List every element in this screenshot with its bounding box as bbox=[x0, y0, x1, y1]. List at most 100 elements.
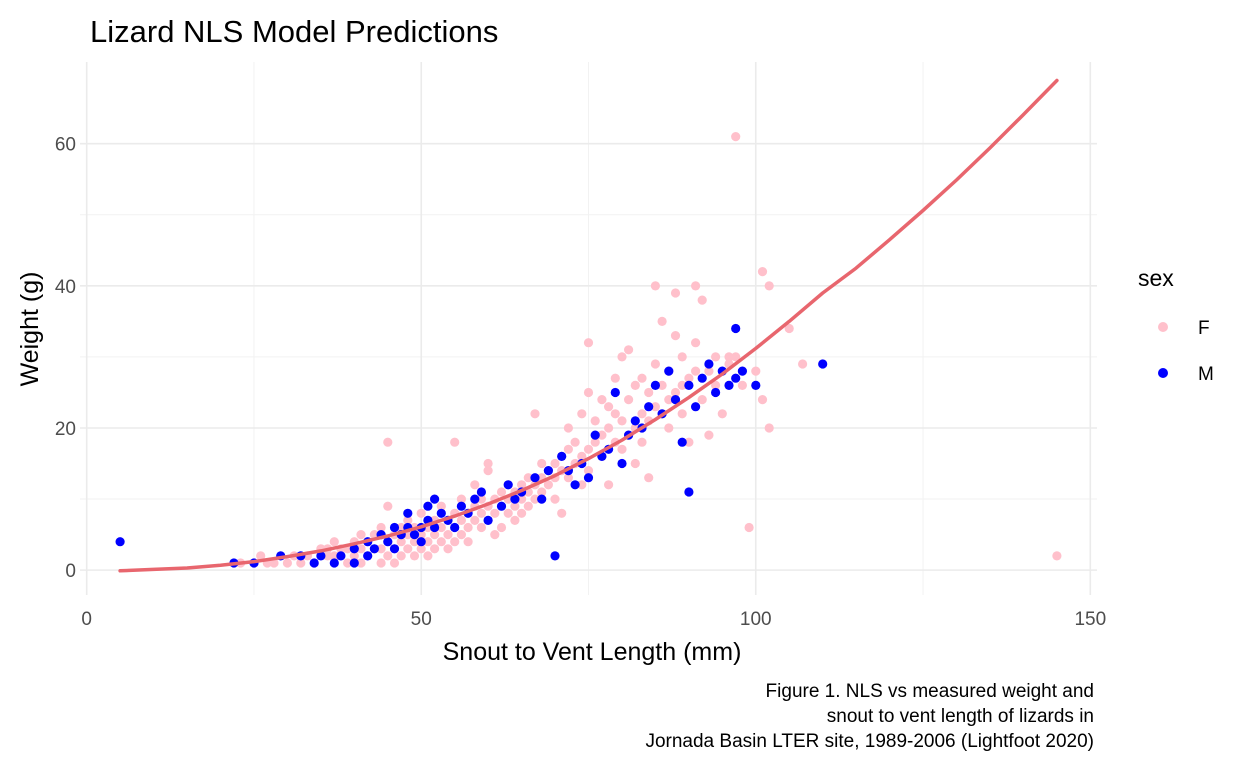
data-point-f bbox=[717, 409, 727, 419]
data-point-f bbox=[751, 366, 761, 376]
data-point-f bbox=[617, 352, 627, 362]
data-point-m bbox=[630, 416, 640, 426]
data-point-f bbox=[456, 530, 466, 540]
data-point-m bbox=[115, 537, 125, 547]
data-point-m bbox=[503, 480, 513, 490]
data-point-f bbox=[376, 544, 386, 554]
data-point-f bbox=[409, 551, 420, 561]
data-point-m bbox=[543, 466, 554, 476]
data-point-f bbox=[383, 501, 393, 511]
legend-title: sex bbox=[1138, 265, 1174, 291]
model-prediction-line bbox=[118, 78, 1059, 573]
data-point-f bbox=[624, 395, 634, 405]
data-point-f bbox=[583, 338, 594, 348]
data-point-m bbox=[697, 373, 707, 383]
data-point-f bbox=[630, 458, 640, 469]
data-point-f bbox=[711, 380, 721, 390]
data-point-m bbox=[403, 508, 413, 518]
data-point-f bbox=[691, 281, 701, 291]
data-point-m bbox=[670, 395, 681, 405]
x-axis-title: Snout to Vent Length (mm) bbox=[443, 638, 742, 666]
data-point-m bbox=[731, 373, 741, 383]
data-point-m bbox=[617, 458, 627, 469]
data-point-f bbox=[597, 395, 607, 405]
legend-key-m bbox=[1158, 368, 1168, 378]
data-point-f bbox=[343, 558, 353, 568]
data-point-m bbox=[751, 380, 761, 390]
data-point-f bbox=[624, 345, 634, 355]
data-point-m bbox=[423, 501, 433, 511]
data-point-f bbox=[483, 458, 493, 469]
caption-line-2: snout to vent length of lizards in bbox=[827, 706, 1094, 727]
data-point-m bbox=[483, 515, 493, 526]
data-point-m bbox=[329, 558, 339, 568]
y-tick-label: 40 bbox=[55, 277, 76, 298]
data-point-f bbox=[376, 522, 386, 533]
data-point-f bbox=[684, 373, 694, 383]
nls-curve bbox=[118, 78, 1059, 573]
data-point-m bbox=[818, 359, 828, 369]
x-tick-label: 150 bbox=[1074, 609, 1106, 630]
data-point-f bbox=[389, 558, 400, 568]
data-point-f bbox=[597, 430, 607, 440]
data-point-m bbox=[476, 487, 486, 497]
data-point-f bbox=[463, 537, 473, 547]
data-point-f bbox=[416, 530, 426, 540]
data-point-m bbox=[430, 522, 440, 533]
y-tick-label: 60 bbox=[55, 135, 76, 156]
caption-line-1: Figure 1. NLS vs measured weight and bbox=[766, 681, 1094, 702]
data-point-f bbox=[590, 416, 600, 426]
data-point-f bbox=[677, 380, 687, 390]
data-point-f bbox=[570, 437, 580, 447]
legend-label-f: F bbox=[1198, 318, 1210, 339]
caption-line-3: Jornada Basin LTER site, 1989-2006 (Ligh… bbox=[645, 731, 1094, 752]
data-point-f bbox=[490, 530, 500, 540]
data-point-m bbox=[450, 522, 460, 533]
data-point-f bbox=[470, 515, 480, 526]
data-point-f bbox=[577, 451, 587, 461]
data-point-m bbox=[557, 451, 567, 461]
data-point-f bbox=[256, 551, 266, 561]
data-point-f bbox=[530, 409, 540, 419]
data-point-f bbox=[496, 522, 507, 533]
data-point-f bbox=[657, 316, 667, 326]
data-point-f bbox=[650, 281, 661, 291]
data-point-f bbox=[798, 359, 808, 369]
data-point-f bbox=[423, 537, 433, 547]
data-point-f bbox=[650, 402, 661, 412]
data-point-f bbox=[476, 508, 486, 518]
data-point-f bbox=[610, 373, 620, 383]
data-point-f bbox=[731, 352, 741, 362]
data-point-f bbox=[757, 395, 768, 405]
data-point-f bbox=[731, 132, 741, 142]
figure-caption: Figure 1. NLS vs measured weight and sno… bbox=[645, 681, 1094, 752]
data-point-f bbox=[530, 494, 540, 504]
data-point-f bbox=[697, 395, 707, 405]
scatter-points bbox=[115, 132, 1062, 568]
data-point-f bbox=[630, 380, 640, 390]
data-point-f bbox=[664, 395, 674, 405]
data-point-m bbox=[590, 430, 600, 440]
data-point-m bbox=[530, 473, 540, 483]
data-point-f bbox=[456, 494, 466, 504]
data-point-m bbox=[684, 380, 694, 390]
data-point-m bbox=[409, 530, 420, 540]
data-point-f bbox=[604, 402, 614, 412]
data-point-f bbox=[436, 522, 446, 533]
data-point-m bbox=[309, 558, 319, 568]
data-point-f bbox=[430, 530, 440, 540]
data-point-f bbox=[403, 515, 413, 526]
data-point-m bbox=[389, 544, 400, 554]
data-point-f bbox=[784, 323, 794, 334]
data-point-m bbox=[704, 359, 714, 369]
data-point-f bbox=[557, 508, 567, 518]
data-point-f bbox=[282, 558, 292, 568]
data-point-f bbox=[476, 494, 486, 504]
data-point-f bbox=[383, 551, 393, 561]
y-tick-label: 20 bbox=[55, 419, 76, 440]
data-point-m bbox=[363, 551, 373, 561]
legend-key-f bbox=[1158, 322, 1168, 332]
data-point-f bbox=[523, 501, 533, 511]
data-point-f bbox=[349, 551, 359, 561]
data-point-f bbox=[610, 409, 620, 419]
